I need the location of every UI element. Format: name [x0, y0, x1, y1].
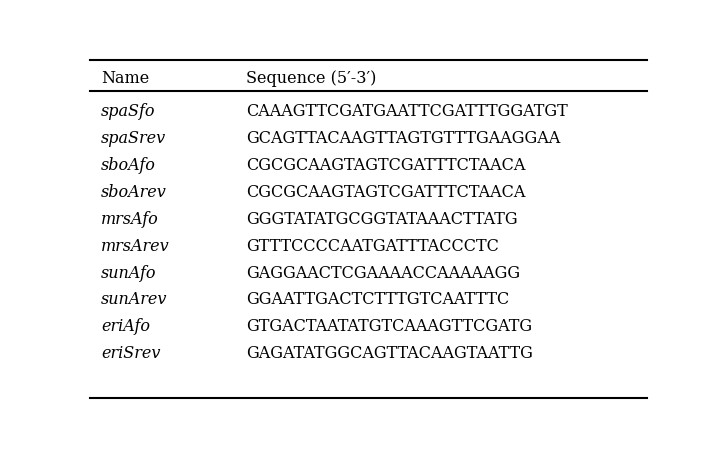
Text: GTGACTAATATGTCAAAGTTCGATG: GTGACTAATATGTCAAAGTTCGATG [246, 318, 532, 335]
Text: GAGGAACTCGAAAACCAAAAAGG: GAGGAACTCGAAAACCAAAAAGG [246, 265, 520, 282]
Text: sunAfo: sunAfo [101, 265, 157, 282]
Text: GGGTATATGCGGTATAAACTTATG: GGGTATATGCGGTATAAACTTATG [246, 211, 518, 228]
Text: spaSrev: spaSrev [101, 130, 166, 147]
Text: mrsArev: mrsArev [101, 238, 170, 255]
Text: Sequence (5′-3′): Sequence (5′-3′) [246, 70, 376, 87]
Text: eriSrev: eriSrev [101, 345, 160, 362]
Text: sunArev: sunArev [101, 291, 168, 308]
Text: spaSfo: spaSfo [101, 103, 155, 120]
Text: GCAGTTACAAGTTAGTGTTTGAAGGAA: GCAGTTACAAGTTAGTGTTTGAAGGAA [246, 130, 560, 147]
Text: mrsAfo: mrsAfo [101, 211, 159, 228]
Text: GAGATATGGCAGTTACAAGTAATTG: GAGATATGGCAGTTACAAGTAATTG [246, 345, 533, 362]
Text: GGAATTGACTCTTTGTCAATTTC: GGAATTGACTCTTTGTCAATTTC [246, 291, 509, 308]
Text: CGCGCAAGTAGTCGATTTCTAACA: CGCGCAAGTAGTCGATTTCTAACA [246, 157, 526, 174]
Text: Name: Name [101, 70, 150, 87]
Text: CGCGCAAGTAGTCGATTTCTAACA: CGCGCAAGTAGTCGATTTCTAACA [246, 184, 526, 201]
Text: eriAfo: eriAfo [101, 318, 150, 335]
Text: sboAfo: sboAfo [101, 157, 156, 174]
Text: GTTTCCCCAATGATTTACCCTC: GTTTCCCCAATGATTTACCCTC [246, 238, 499, 255]
Text: CAAAGTTCGATGAATTCGATTTGGATGT: CAAAGTTCGATGAATTCGATTTGGATGT [246, 103, 567, 120]
Text: sboArev: sboArev [101, 184, 167, 201]
